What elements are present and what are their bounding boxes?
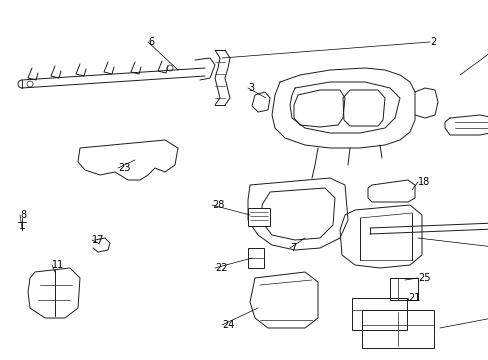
Text: 18: 18: [417, 177, 429, 187]
Text: 25: 25: [417, 273, 429, 283]
Bar: [247, 208, 269, 226]
Text: 8: 8: [20, 210, 26, 220]
Text: 3: 3: [247, 83, 254, 93]
Text: 7: 7: [289, 243, 296, 253]
Text: 22: 22: [215, 263, 227, 273]
Bar: [247, 248, 264, 268]
Bar: [361, 310, 433, 348]
Text: 11: 11: [52, 260, 64, 270]
Text: 21: 21: [407, 293, 420, 303]
Text: 28: 28: [212, 200, 224, 210]
Text: 17: 17: [92, 235, 104, 245]
Bar: [389, 278, 417, 300]
Text: 23: 23: [118, 163, 130, 173]
Text: 2: 2: [429, 37, 435, 47]
Text: 6: 6: [148, 37, 154, 47]
Text: 24: 24: [222, 320, 234, 330]
Bar: [351, 298, 406, 330]
